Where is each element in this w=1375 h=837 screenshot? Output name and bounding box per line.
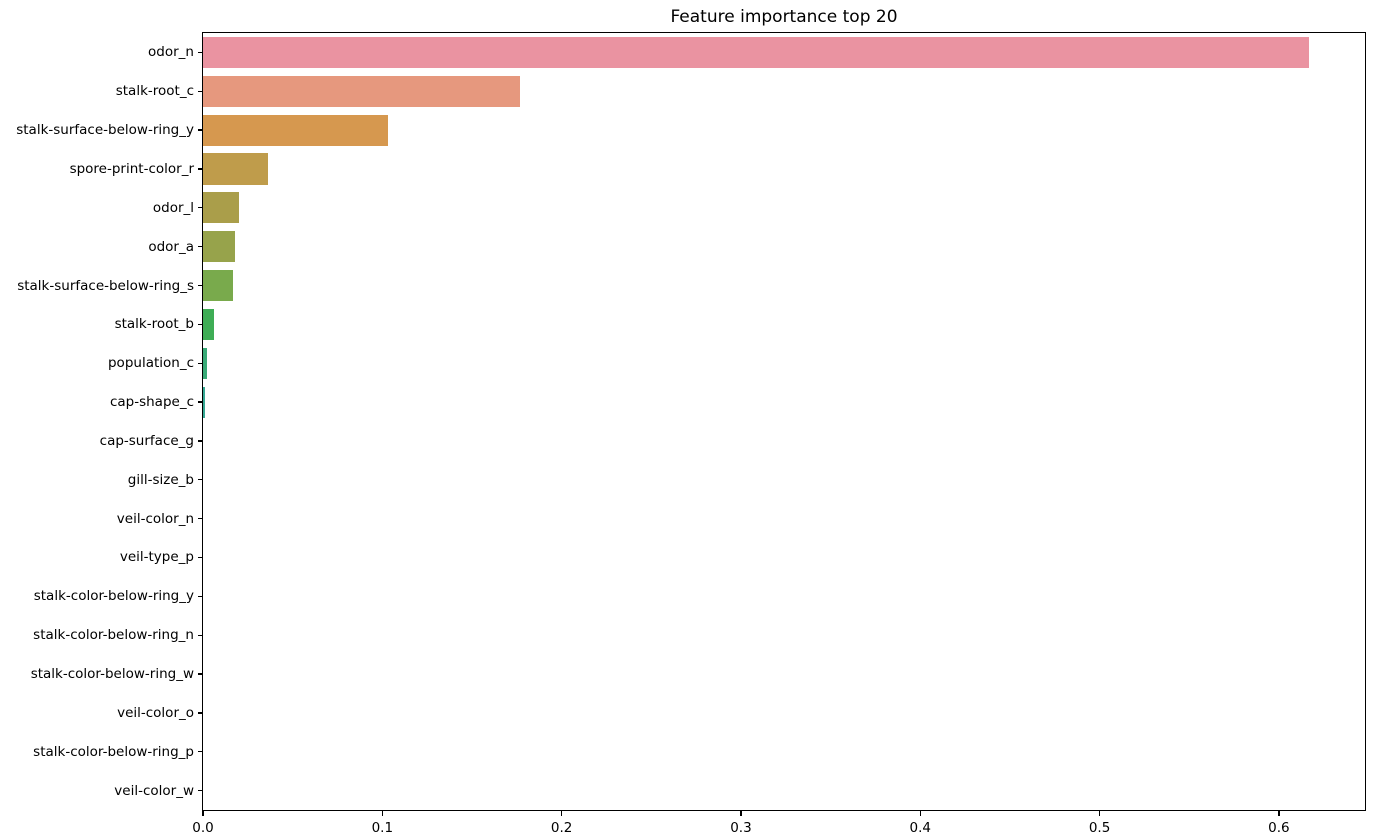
bar-spore-print-color_r bbox=[203, 153, 268, 185]
y-tick-mark bbox=[198, 129, 203, 131]
x-tick-label-0.2: 0.2 bbox=[550, 820, 573, 836]
bar-cap-shape_c bbox=[203, 386, 205, 418]
y-tick-mark bbox=[198, 246, 203, 248]
x-tick-label-0.6: 0.6 bbox=[1268, 820, 1290, 836]
chart-title: Feature importance top 20 bbox=[670, 7, 898, 27]
y-tick-mark bbox=[198, 207, 203, 209]
y-tick-label-stalk-root_c: stalk-root_c bbox=[115, 83, 194, 100]
bar-odor_n bbox=[203, 36, 1310, 68]
y-tick-mark bbox=[198, 479, 203, 481]
y-tick-label-stalk-color-below-ring_y: stalk-color-below-ring_y bbox=[33, 588, 194, 605]
bar-stalk-surface-below-ring_s bbox=[203, 269, 234, 302]
x-tick-mark bbox=[381, 811, 383, 816]
y-tick-label-population_c: population_c bbox=[107, 355, 194, 372]
y-tick-mark bbox=[198, 401, 203, 403]
y-tick-label-cap-shape_c: cap-shape_c bbox=[109, 394, 194, 411]
y-tick-label-odor_a: odor_a bbox=[148, 238, 194, 255]
y-tick-label-spore-print-color_r: spore-print-color_r bbox=[69, 160, 194, 177]
bar-stalk-surface-below-ring_y bbox=[203, 114, 388, 146]
y-tick-mark bbox=[198, 673, 203, 675]
bar-stalk-root_b bbox=[203, 308, 214, 340]
y-tick-label-veil-color_o: veil-color_o bbox=[117, 704, 194, 721]
y-tick-mark bbox=[198, 440, 203, 442]
x-tick-label-0.5: 0.5 bbox=[1088, 820, 1111, 836]
y-tick-mark bbox=[198, 595, 203, 597]
x-tick-mark bbox=[1278, 811, 1280, 816]
y-tick-label-stalk-color-below-ring_w: stalk-color-below-ring_w bbox=[30, 666, 194, 683]
y-tick-label-odor_n: odor_n bbox=[148, 44, 194, 61]
y-tick-mark bbox=[198, 51, 203, 54]
y-tick-mark bbox=[198, 323, 203, 326]
y-tick-mark bbox=[198, 789, 203, 792]
y-tick-mark bbox=[198, 712, 203, 714]
y-tick-mark bbox=[198, 168, 203, 170]
y-tick-label-gill-size_b: gill-size_b bbox=[127, 471, 194, 488]
y-tick-mark bbox=[198, 634, 203, 636]
y-tick-label-odor_l: odor_l bbox=[152, 199, 194, 216]
y-tick-label-veil-color_n: veil-color_n bbox=[116, 510, 194, 527]
x-tick-mark bbox=[1098, 811, 1101, 816]
bar-population_c bbox=[203, 347, 207, 379]
y-tick-label-stalk-root_b: stalk-root_b bbox=[114, 316, 194, 333]
y-tick-label-stalk-color-below-ring_n: stalk-color-below-ring_n bbox=[33, 627, 194, 644]
x-tick-mark bbox=[740, 811, 742, 816]
y-tick-mark bbox=[198, 90, 203, 92]
y-tick-mark bbox=[198, 556, 203, 559]
y-tick-label-stalk-surface-below-ring_y: stalk-surface-below-ring_y bbox=[16, 122, 194, 139]
y-tick-label-cap-surface_g: cap-surface_g bbox=[99, 432, 194, 449]
y-tick-label-stalk-surface-below-ring_s: stalk-surface-below-ring_s bbox=[17, 277, 194, 294]
y-tick-mark bbox=[198, 362, 203, 364]
y-tick-label-veil-type_p: veil-type_p bbox=[119, 549, 194, 566]
x-tick-mark bbox=[202, 811, 204, 816]
y-tick-label-veil-color_w: veil-color_w bbox=[114, 782, 194, 799]
y-tick-label-stalk-color-below-ring_p: stalk-color-below-ring_p bbox=[33, 743, 194, 760]
y-tick-mark bbox=[198, 517, 203, 520]
x-tick-label-0.3: 0.3 bbox=[730, 820, 752, 836]
x-tick-mark bbox=[560, 811, 563, 816]
x-tick-label-0.1: 0.1 bbox=[371, 820, 394, 836]
y-tick-mark bbox=[198, 751, 203, 753]
bar-odor_a bbox=[203, 231, 236, 263]
plot-area bbox=[203, 33, 1365, 810]
y-tick-mark bbox=[198, 284, 203, 287]
x-tick-label-0.4: 0.4 bbox=[909, 820, 932, 836]
bar-stalk-root_c bbox=[203, 75, 521, 107]
bar-odor_l bbox=[203, 192, 239, 224]
x-tick-label-0.0: 0.0 bbox=[192, 820, 214, 836]
x-tick-mark bbox=[919, 811, 921, 816]
